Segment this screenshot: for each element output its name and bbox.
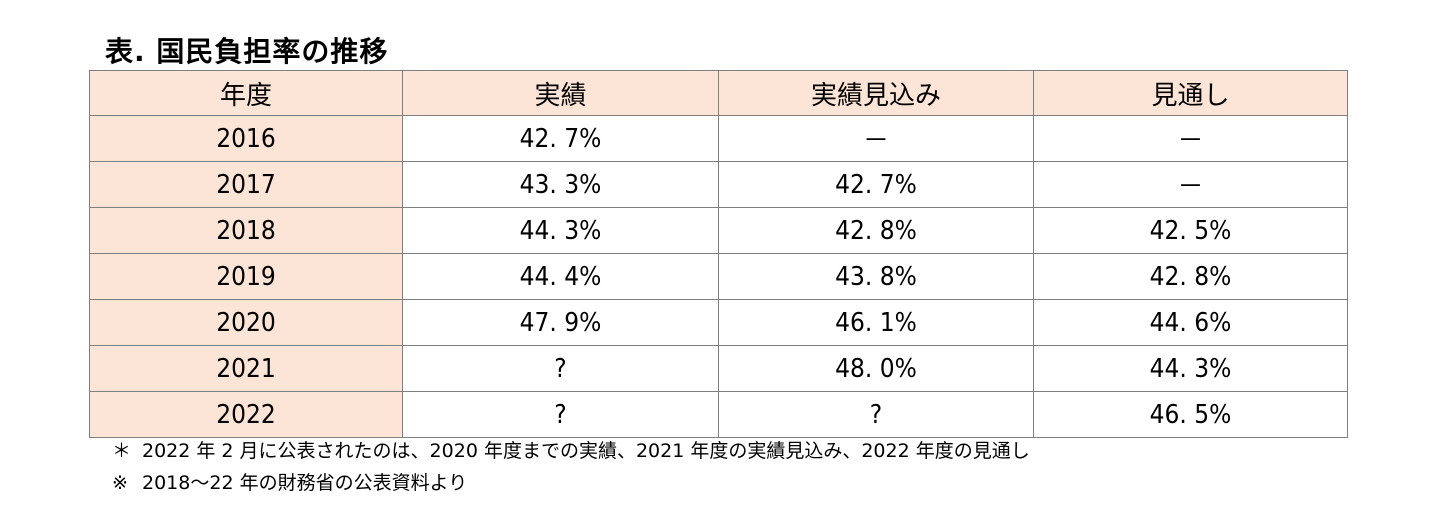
actual-cell: 44. 3% <box>402 207 719 254</box>
projection-cell: 46. 5% <box>1033 391 1348 438</box>
burden-rate-table: 年度 実績 実績見込み 見通し 2016 42. 7% － － 2017 43.… <box>89 70 1348 438</box>
year-cell: 2020 <box>89 299 403 346</box>
reference-mark: ※ <box>112 472 128 494</box>
footnote-release: ＊ 2022 年 2 月に公表されたのは、2020 年度までの実績、2021 年度… <box>112 436 1030 463</box>
actual-cell: ? <box>402 391 719 438</box>
header-projection: 見通し <box>1033 70 1348 116</box>
asterisk-mark: ＊ <box>112 440 132 462</box>
actual-cell: 43. 3% <box>402 161 719 208</box>
estimate-cell: ? <box>718 391 1034 438</box>
estimate-cell: 42. 7% <box>718 161 1034 208</box>
estimate-cell: 42. 8% <box>718 207 1034 254</box>
table-row: 2019 44. 4% 43. 8% 42. 8% <box>89 253 1348 300</box>
header-actual: 実績 <box>402 70 719 116</box>
projection-cell: － <box>1033 161 1348 208</box>
year-cell: 2019 <box>89 253 403 300</box>
footnote-release-text: 2022 年 2 月に公表されたのは、2020 年度までの実績、2021 年度の… <box>142 440 1030 462</box>
header-year: 年度 <box>89 70 403 116</box>
projection-cell: 44. 6% <box>1033 299 1348 346</box>
footnote-source: ※ 2018～22 年の財務省の公表資料より <box>112 468 467 495</box>
estimate-cell: 43. 8% <box>718 253 1034 300</box>
header-row: 年度 実績 実績見込み 見通し <box>89 70 1348 116</box>
table-title: 表. 国民負担率の推移 <box>105 35 389 68</box>
projection-cell: 44. 3% <box>1033 345 1348 392</box>
year-cell: 2022 <box>89 391 403 438</box>
projection-cell: － <box>1033 115 1348 162</box>
actual-cell: ? <box>402 345 719 392</box>
table-row: 2020 47. 9% 46. 1% 44. 6% <box>89 299 1348 346</box>
year-cell: 2018 <box>89 207 403 254</box>
estimate-cell: 46. 1% <box>718 299 1034 346</box>
footnote-source-text: 2018～22 年の財務省の公表資料より <box>142 472 468 494</box>
table-row: 2022 ? ? 46. 5% <box>89 391 1348 438</box>
projection-cell: 42. 8% <box>1033 253 1348 300</box>
year-cell: 2021 <box>89 345 403 392</box>
table-row: 2018 44. 3% 42. 8% 42. 5% <box>89 207 1348 254</box>
estimate-cell: 48. 0% <box>718 345 1034 392</box>
actual-cell: 47. 9% <box>402 299 719 346</box>
actual-cell: 44. 4% <box>402 253 719 300</box>
table-row: 2016 42. 7% － － <box>89 115 1348 162</box>
actual-cell: 42. 7% <box>402 115 719 162</box>
year-cell: 2017 <box>89 161 403 208</box>
year-cell: 2016 <box>89 115 403 162</box>
projection-cell: 42. 5% <box>1033 207 1348 254</box>
table-row: 2017 43. 3% 42. 7% － <box>89 161 1348 208</box>
estimate-cell: － <box>718 115 1034 162</box>
header-estimate: 実績見込み <box>718 70 1034 116</box>
table-row: 2021 ? 48. 0% 44. 3% <box>89 345 1348 392</box>
